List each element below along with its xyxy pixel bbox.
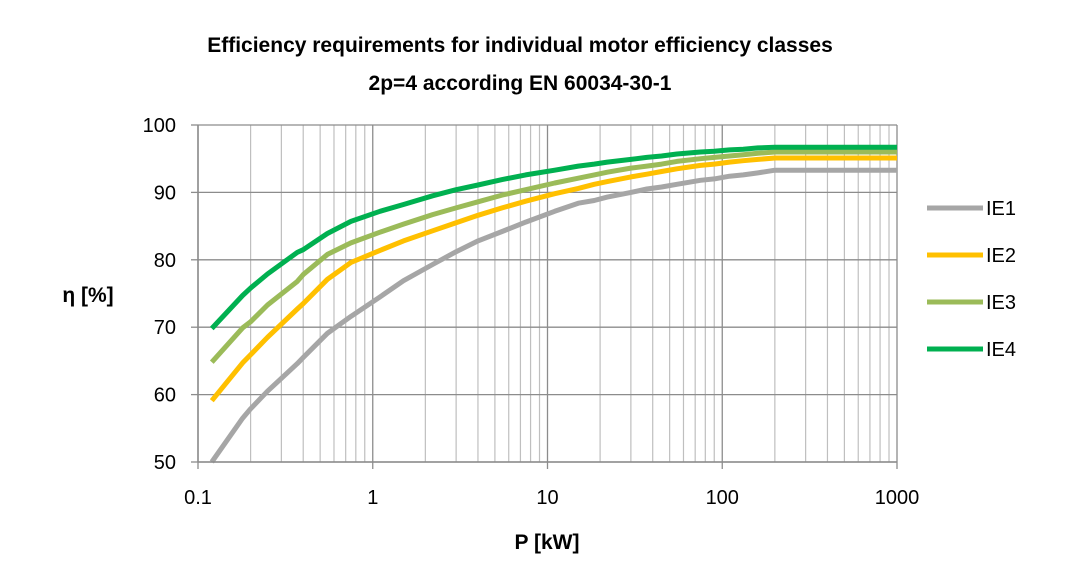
legend-label-ie2: IE2	[986, 245, 1016, 267]
y-tick-label: 70	[154, 317, 176, 339]
series-line-ie1	[209, 167, 897, 464]
x-tick-label: 100	[706, 487, 739, 509]
x-axis-ticks: 0.1 1 10 100 1000	[184, 462, 919, 509]
y-tick-label: 90	[154, 182, 176, 204]
y-tick-label: 60	[154, 385, 176, 407]
series-lines	[209, 144, 897, 464]
y-tick-label: 50	[154, 452, 176, 474]
legend-label-ie1: IE1	[986, 198, 1016, 220]
chart-title: Efficiency requirements for individual m…	[207, 34, 833, 57]
x-tick-label: 1000	[875, 487, 920, 509]
x-tick-label: 1	[367, 487, 378, 509]
y-axis-label: η [%]	[62, 284, 113, 307]
chart-subtitle: 2p=4 according EN 60034-30-1	[369, 72, 672, 95]
y-tick-label: 80	[154, 250, 176, 272]
x-tick-label: 0.1	[184, 487, 212, 509]
series-line-ie4	[209, 144, 897, 331]
x-tick-label: 10	[536, 487, 558, 509]
series-line-ie3	[209, 149, 897, 364]
legend: IE1 IE2 IE3 IE4	[927, 198, 1016, 361]
x-axis-label: P [kW]	[515, 531, 580, 554]
legend-label-ie4: IE4	[986, 339, 1016, 361]
y-axis-ticks: 50 60 70 80 90 100	[143, 115, 198, 474]
series-line-ie2	[209, 155, 897, 403]
y-tick-label: 100	[143, 115, 176, 137]
grid-lines	[197, 124, 898, 463]
legend-label-ie3: IE3	[986, 292, 1016, 314]
